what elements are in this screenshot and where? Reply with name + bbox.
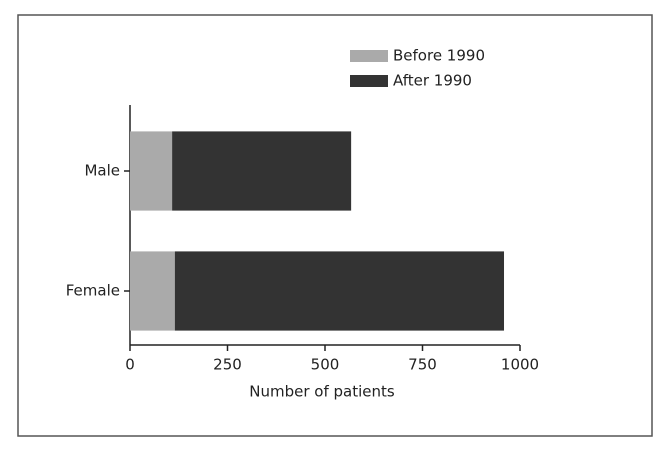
bar-segment (172, 131, 352, 211)
x-tick-label: 1000 (501, 356, 539, 374)
bar-segment (130, 131, 173, 211)
x-tick-label: 250 (213, 356, 242, 374)
x-tick-label: 750 (408, 356, 437, 374)
legend-swatch (350, 75, 388, 87)
legend-label: Before 1990 (393, 47, 485, 65)
y-tick-label: Male (84, 162, 120, 180)
x-tick-label: 0 (125, 356, 135, 374)
y-tick-label: Female (66, 282, 120, 300)
bar-segment (174, 251, 505, 331)
x-axis-label: Number of patients (249, 383, 395, 401)
x-tick-label: 500 (311, 356, 340, 374)
legend-label: After 1990 (393, 72, 472, 90)
legend-swatch (350, 50, 388, 62)
bar-segment (130, 251, 175, 331)
frame (17, 14, 653, 437)
